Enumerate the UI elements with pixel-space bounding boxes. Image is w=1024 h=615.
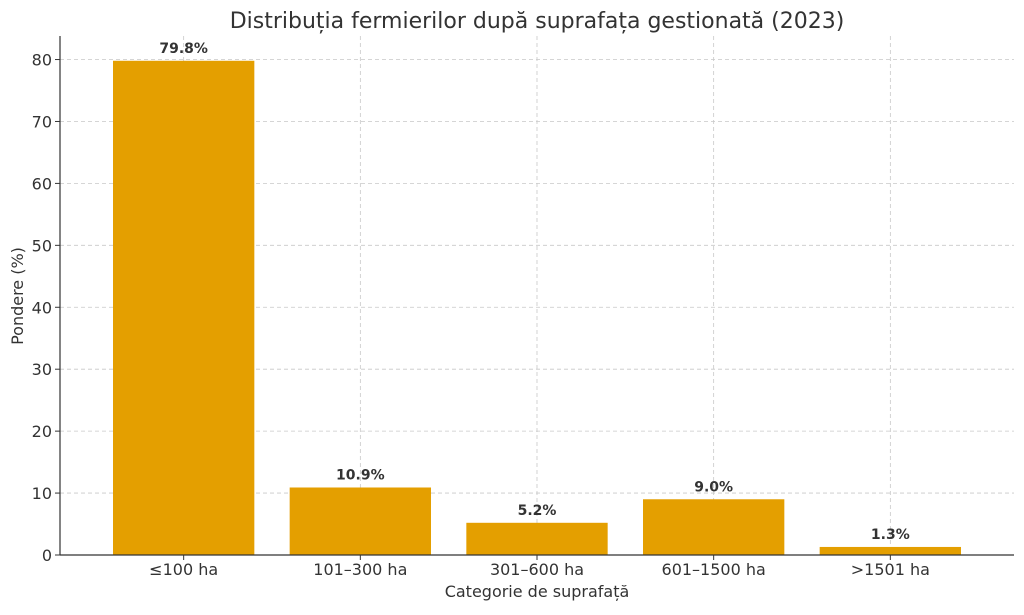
x-tick-label: 101–300 ha (313, 560, 407, 579)
y-tick-label: 60 (32, 174, 52, 193)
bar (289, 487, 431, 555)
bar-value-labels: 79.8% 10.9% 5.2% 9.0% 1.3% (159, 41, 909, 543)
chart-title: Distribuția fermierilor după suprafața g… (230, 9, 845, 34)
y-tick-label: 20 (32, 422, 52, 441)
bar-value-label: 9.0% (694, 479, 733, 495)
y-tick-label: 30 (32, 360, 52, 379)
y-tick-label: 80 (32, 51, 52, 70)
x-tick-label: 301–600 ha (490, 560, 584, 579)
x-axis-ticks: ≤100 ha 101–300 ha 301–600 ha 601–1500 ha >1… (149, 555, 930, 579)
x-tick-label: ≤100 ha (149, 560, 218, 579)
y-tick-label: 70 (32, 112, 52, 131)
y-axis-label: Pondere (%) (8, 247, 27, 345)
y-tick-label: 40 (32, 298, 52, 317)
bar (819, 546, 961, 555)
bar (466, 522, 608, 555)
bar (643, 499, 785, 555)
bar-value-label: 79.8% (159, 41, 208, 57)
y-tick-label: 0 (42, 546, 52, 565)
y-axis-ticks: 0 10 20 30 40 50 60 70 80 (32, 51, 60, 565)
y-tick-label: 50 (32, 236, 52, 255)
bars (113, 60, 961, 556)
bar-value-label: 5.2% (518, 503, 557, 519)
x-tick-label: 601–1500 ha (662, 560, 766, 579)
grid-lines (60, 36, 1014, 555)
bar-value-label: 10.9% (336, 467, 385, 483)
bar (113, 60, 255, 556)
bar-value-label: 1.3% (871, 527, 910, 543)
x-axis-label: Categorie de suprafață (445, 582, 630, 601)
x-tick-label: >1501 ha (851, 560, 930, 579)
y-tick-label: 10 (32, 484, 52, 503)
